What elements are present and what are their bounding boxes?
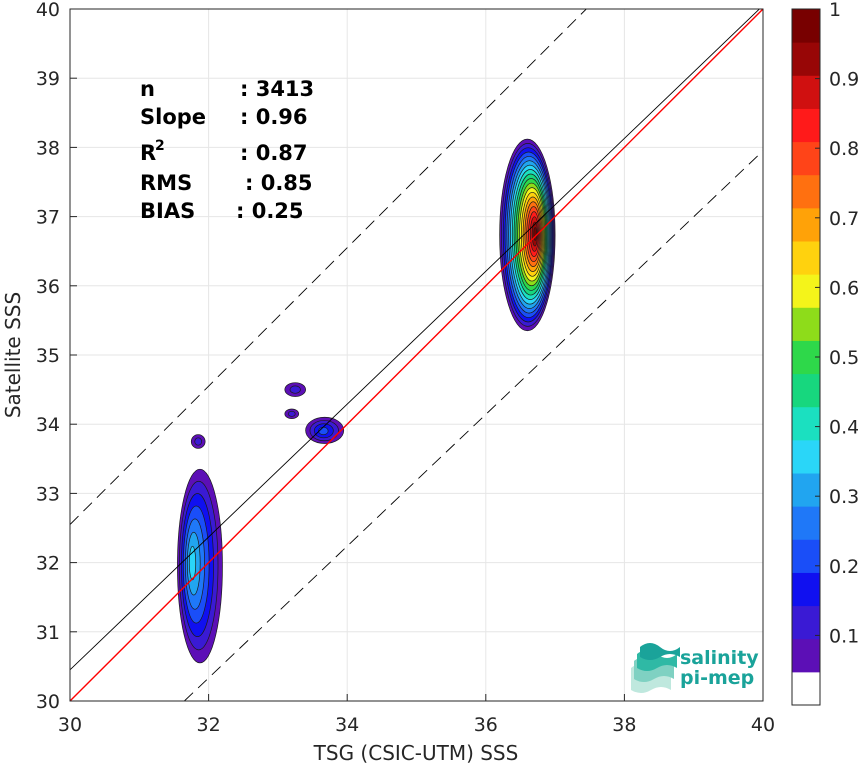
colorbar-tick-label: 0.7	[829, 208, 858, 230]
colorbar-tick-label: 0.3	[829, 486, 858, 508]
colorbar-segment	[792, 108, 820, 143]
y-tick-label: 40	[36, 0, 60, 21]
density-cluster	[284, 382, 306, 397]
colorbar-segment	[792, 274, 820, 308]
density-cluster	[499, 138, 556, 332]
density-clusters	[177, 138, 556, 664]
colorbar-segment	[792, 605, 820, 640]
y-tick-label: 33	[36, 483, 60, 505]
density-cluster	[284, 408, 300, 420]
stat-label: R	[140, 141, 156, 165]
y-axis-label: Satellite SSS	[1, 292, 25, 418]
x-axis-label: TSG (CSIC-UTM) SSS	[313, 741, 519, 765]
colorbar-segment	[792, 473, 820, 507]
colorbar-segment	[792, 207, 820, 242]
colorbar-segment	[792, 406, 820, 441]
wave-layer	[640, 643, 680, 660]
stat-label: BIAS	[140, 199, 195, 223]
reference-line	[70, 9, 761, 671]
colorbar-tick-label: 0.6	[829, 277, 858, 299]
colorbar-tick-label: 0.9	[829, 69, 858, 91]
contour-level	[318, 426, 329, 436]
y-tick-label: 39	[36, 68, 60, 90]
x-tick-label: 38	[612, 714, 636, 736]
colorbar-segment	[792, 506, 820, 540]
stat-value: : 0.96	[240, 105, 308, 129]
y-tick-label: 35	[36, 345, 60, 367]
colorbar-tick-label: 0.4	[829, 417, 858, 439]
x-tick-label: 32	[197, 714, 221, 736]
reference-line	[70, 9, 587, 525]
colorbar-tick-label: 0.5	[829, 347, 858, 369]
x-axis: 30 32 34 36 38 40	[58, 694, 775, 736]
logo-text-salinity: salinity	[680, 647, 759, 669]
y-tick-label: 38	[36, 137, 60, 159]
colorbar-segment	[792, 373, 820, 408]
colorbar-segment	[792, 174, 820, 209]
stat-value: : 0.85	[245, 171, 313, 195]
density-cluster	[190, 434, 206, 449]
colorbar-segment	[792, 439, 820, 474]
reference-line	[184, 150, 763, 701]
colorbar-segment	[792, 539, 820, 573]
density-cluster	[305, 416, 345, 444]
y-tick-label: 37	[36, 207, 60, 229]
logo-text-pi-mep: pi-mep	[680, 667, 754, 689]
colorbar-segment	[792, 671, 820, 706]
colorbar: 0.1 0.2 0.3 0.4 0.5 0.6 0.7 0.8 0.9 1	[791, 0, 858, 706]
contour-level	[287, 410, 296, 417]
y-tick-label: 30	[36, 691, 60, 713]
colorbar-segment	[792, 572, 820, 607]
colorbar-tick-label: 1	[829, 0, 841, 21]
colorbar-tick-label: 0.8	[829, 138, 858, 160]
stat-label: n	[140, 77, 155, 101]
colorbar-segment	[792, 141, 820, 176]
y-tick-label: 34	[36, 414, 60, 436]
stat-value: : 3413	[240, 77, 314, 101]
y-tick-label: 36	[36, 276, 60, 298]
stat-label: Slope	[140, 105, 206, 129]
contour-level	[188, 545, 197, 581]
reference-lines	[70, 9, 763, 701]
contour-level	[194, 437, 203, 446]
colorbar-tick-label: 0.1	[829, 625, 858, 647]
colorbar-segment	[792, 9, 820, 43]
x-tick-label: 40	[751, 714, 775, 736]
colorbar-tick-label: 0.2	[829, 556, 858, 578]
wave-layers-icon	[631, 643, 680, 693]
colorbar-segment	[792, 307, 820, 341]
stat-label: RMS	[140, 171, 192, 195]
y-tick-label: 32	[36, 553, 60, 575]
y-tick-label: 31	[36, 622, 60, 644]
density-cluster	[177, 468, 223, 664]
stat-value: : 0.87	[240, 141, 308, 165]
stat-value: : 0.25	[236, 199, 304, 223]
colorbar-segment	[792, 638, 820, 673]
y-axis: 30 31 32 33 34 35 36 37 38 39 40	[36, 0, 77, 713]
stats-box: n : 3413 Slope : 0.96 R2 : 0.87 RMS : 0.85 BIAS:…	[140, 77, 314, 223]
colorbar-segment	[792, 42, 820, 76]
contour-level	[533, 227, 538, 241]
colorbar-segment	[792, 241, 820, 275]
reference-line	[70, 9, 763, 701]
stat-label-superscript: 2	[155, 138, 165, 154]
x-tick-label: 36	[474, 714, 498, 736]
contour-level	[289, 385, 301, 394]
colorbar-segment	[792, 75, 820, 109]
x-tick-label: 34	[335, 714, 359, 736]
x-tick-label: 30	[58, 714, 82, 736]
salinity-pi-mep-logo: salinity pi-mep	[631, 643, 759, 693]
